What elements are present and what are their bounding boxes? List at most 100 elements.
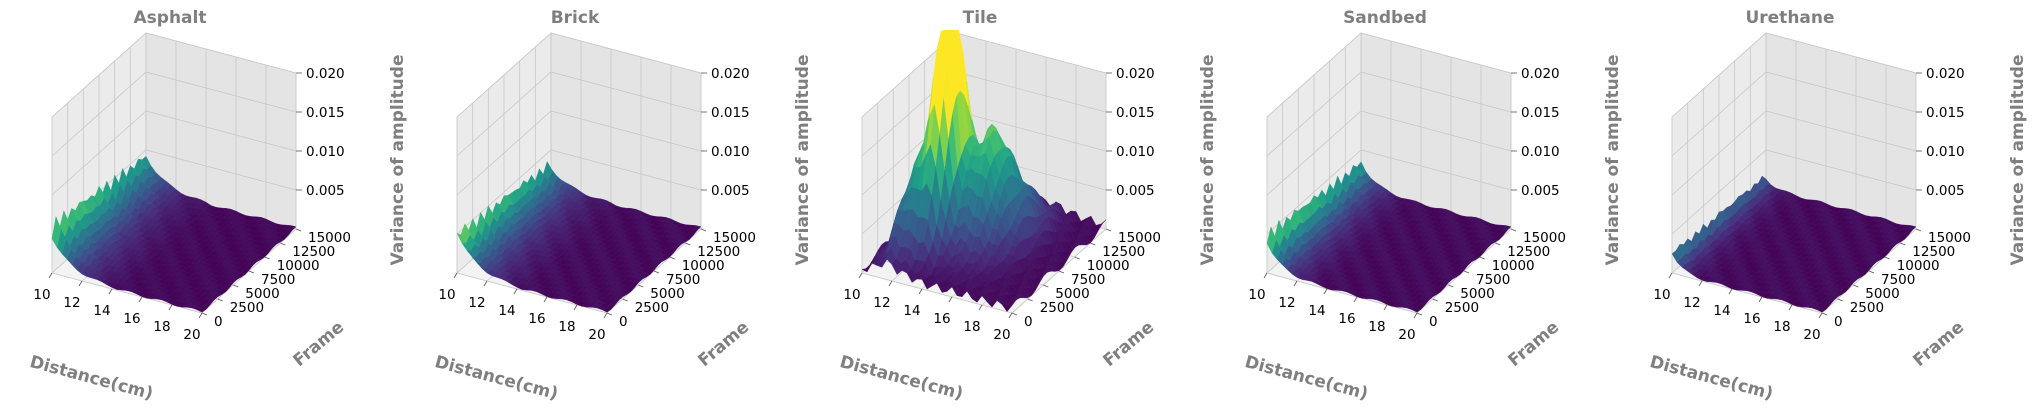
x-tick-label: 14	[903, 303, 920, 319]
z-tick-label: 0.015	[306, 105, 345, 121]
subplot-asphalt: 10 12 14 16 18 20 0 250050007500100001250015000…	[28, 8, 408, 404]
x-tick-mark	[78, 280, 83, 287]
y-tick-mark	[1105, 228, 1112, 232]
y-tick-mark	[1821, 312, 1828, 316]
x-tick-label: 14	[93, 303, 110, 319]
z-tick-label: 0.015	[1116, 105, 1155, 121]
z-tick-label: 0.005	[1926, 183, 1965, 199]
y-tick-label: 15000	[308, 230, 351, 246]
y-tick-label: 10000	[1897, 258, 1940, 274]
x-tick-mark	[513, 288, 518, 295]
x-tick-mark	[978, 304, 983, 311]
y-tick-mark	[217, 298, 223, 302]
y-tick-mark	[233, 284, 239, 288]
x-tick-mark	[1353, 296, 1358, 303]
surface-facet	[1266, 226, 1277, 254]
grid-line	[456, 32, 702, 118]
z-axis-label: Variance of amplitude	[1603, 55, 1623, 266]
x-axis-label: Distance(cm)	[838, 352, 966, 404]
x-tick-label: 14	[1713, 303, 1730, 319]
surface-facet	[1671, 250, 1682, 263]
y-tick-label: 12500	[292, 244, 335, 260]
y-tick-label: 12500	[1912, 244, 1955, 260]
z-tick-label: 0.015	[1926, 105, 1965, 121]
x-tick-mark	[1383, 304, 1388, 311]
z-tick-label: 0.005	[711, 183, 750, 199]
x-tick-mark	[168, 304, 173, 311]
x-tick-label: 16	[528, 311, 545, 327]
y-axis-label: Frame	[1910, 317, 1969, 371]
surface	[1671, 175, 1917, 313]
y-tick-label: 15000	[713, 230, 756, 246]
x-tick-mark	[918, 288, 923, 295]
x-axis-label: Distance(cm)	[1243, 352, 1371, 404]
y-tick-mark	[1090, 242, 1096, 246]
subplot-title: Sandbed	[1343, 8, 1427, 28]
surface-facet	[456, 232, 467, 244]
grid-line	[1671, 71, 1917, 157]
x-tick-mark	[108, 288, 113, 295]
y-tick-mark	[248, 270, 255, 274]
x-tick-label: 12	[63, 295, 80, 311]
x-tick-label: 14	[498, 303, 515, 319]
z-tick-label: 0.020	[306, 66, 345, 82]
z-axis-label: Variance of amplitude	[388, 55, 408, 266]
y-tick-label: 15000	[1118, 230, 1161, 246]
x-tick-label: 14	[1308, 303, 1325, 319]
x-tick-label: 20	[1803, 327, 1820, 343]
y-tick-mark	[1915, 228, 1922, 232]
surface-facet	[957, 30, 964, 53]
y-tick-label: 2500	[635, 300, 669, 316]
y-tick-mark	[1043, 284, 1049, 288]
x-tick-label: 10	[438, 287, 455, 303]
x-axis-label: Distance(cm)	[1648, 352, 1776, 404]
y-tick-label: 5000	[1865, 286, 1899, 302]
z-tick-label: 0.010	[1116, 144, 1155, 160]
z-tick-label: 0.020	[711, 66, 750, 82]
y-tick-mark	[1027, 298, 1033, 302]
y-tick-label: 0	[1024, 314, 1033, 330]
grid-line	[1671, 110, 1917, 196]
x-tick-label: 16	[123, 311, 140, 327]
y-tick-label: 5000	[1055, 286, 1089, 302]
z-tick-label: 0.005	[1116, 183, 1155, 199]
surface	[456, 161, 702, 313]
y-tick-mark	[669, 256, 675, 260]
x-tick-mark	[858, 272, 863, 279]
x-tick-mark	[1263, 272, 1268, 279]
y-tick-label: 7500	[1071, 272, 1105, 288]
surface-facet	[861, 264, 872, 273]
y-tick-label: 10000	[1492, 258, 1535, 274]
subplot-sandbed: 10 12 14 16 18 20 0 250050007500100001250015000…	[1243, 8, 1623, 404]
y-tick-label: 10000	[1087, 258, 1130, 274]
y-tick-mark	[1074, 256, 1080, 260]
y-tick-mark	[1479, 256, 1485, 260]
y-tick-mark	[1837, 298, 1843, 302]
x-axis-label: Distance(cm)	[433, 352, 561, 404]
subplot-tile: 10 12 14 16 18 20 0 250050007500100001250015000…	[838, 8, 1218, 404]
x-tick-label: 12	[1278, 295, 1295, 311]
z-axis-label: Variance of amplitude	[793, 55, 813, 266]
y-axis-label: Frame	[290, 317, 349, 371]
y-tick-label: 2500	[1040, 300, 1074, 316]
x-tick-label: 10	[1653, 287, 1670, 303]
z-tick-label: 0.010	[1926, 144, 1965, 160]
y-tick-mark	[1432, 298, 1438, 302]
y-tick-label: 7500	[666, 272, 700, 288]
x-tick-label: 12	[873, 295, 890, 311]
surface-facet	[51, 215, 62, 248]
x-tick-mark	[1788, 304, 1793, 311]
y-tick-mark	[1463, 270, 1470, 274]
y-tick-label: 7500	[1476, 272, 1510, 288]
y-tick-label: 0	[619, 314, 628, 330]
y-tick-mark	[653, 270, 660, 274]
x-tick-label: 20	[1398, 327, 1415, 343]
x-tick-label: 16	[933, 311, 950, 327]
y-tick-label: 5000	[650, 286, 684, 302]
z-tick-label: 0.015	[1521, 105, 1560, 121]
subplot-title: Brick	[551, 8, 600, 28]
y-tick-mark	[280, 242, 286, 246]
y-tick-label: 12500	[697, 244, 740, 260]
y-tick-mark	[1448, 284, 1454, 288]
y-tick-mark	[295, 228, 302, 232]
